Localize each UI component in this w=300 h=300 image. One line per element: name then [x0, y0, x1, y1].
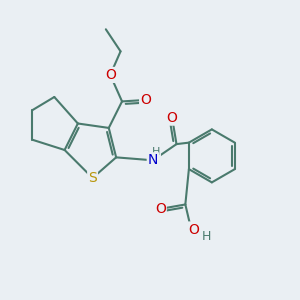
- Text: O: O: [140, 93, 151, 107]
- Text: O: O: [189, 223, 200, 236]
- Text: H: H: [152, 147, 160, 157]
- Text: H: H: [201, 230, 211, 243]
- Text: O: O: [167, 111, 178, 124]
- Text: O: O: [105, 68, 116, 82]
- Text: N: N: [148, 153, 158, 167]
- Text: O: O: [155, 202, 166, 216]
- Text: S: S: [88, 171, 97, 185]
